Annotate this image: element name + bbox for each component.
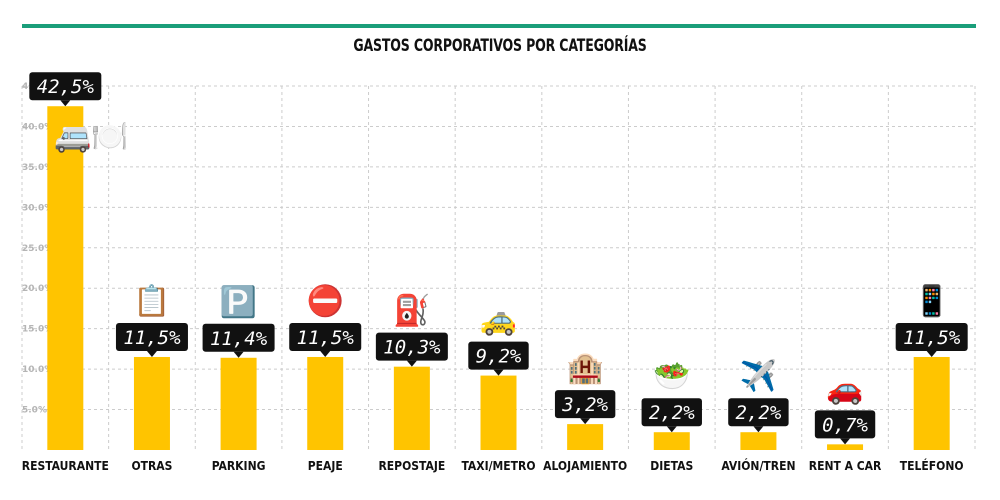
x-tick-label: RENT A CAR [809, 459, 882, 473]
salad-icon: 🥗 [653, 359, 690, 394]
data-label-text: 11,4% [210, 328, 268, 350]
data-label-box [895, 322, 968, 351]
data-label: 3,2% [554, 390, 616, 425]
car-icon: 🚗 [826, 371, 863, 406]
x-axis: RESTAURANTE OTRAS PARKING PEAJE REPOSTAJE TAX… [22, 458, 964, 473]
x-tick-label: OTRAS [131, 459, 172, 473]
data-label: 42,5% [29, 72, 102, 107]
data-label: 9,2% [468, 341, 529, 376]
bar-parking [220, 357, 257, 450]
data-label-pointer [60, 100, 71, 107]
clipboard-icon: 📋 [133, 283, 170, 319]
no-entry-icon: ⛔ [307, 283, 344, 319]
x-tick-label: DIETAS [650, 459, 693, 473]
y-tick-label: 40.0% [22, 122, 53, 132]
data-label-pointer [753, 426, 764, 433]
data-label: 2,2% [641, 398, 702, 433]
airplane-icon: ✈️ [740, 357, 777, 394]
bars-layer [47, 106, 950, 450]
mobile-phone-icon: 📱 [913, 283, 950, 319]
x-tick-label: AVIÓN/TREN [721, 458, 795, 473]
data-label-box [29, 72, 102, 101]
data-label: 11,5% [115, 322, 188, 357]
y-tick-label: 10.0% [22, 365, 53, 375]
data-label: 11,5% [895, 322, 968, 357]
data-label-pointer [406, 360, 417, 367]
x-tick-label: RESTAURANTE [22, 459, 109, 473]
data-label-box [289, 322, 362, 351]
bar-tel-fono [913, 356, 950, 450]
y-tick-label: 20.0% [22, 284, 53, 294]
data-label-pointer [146, 350, 157, 357]
bar-peaje [307, 356, 344, 450]
top-accent-rule [22, 24, 976, 28]
data-label-box [641, 398, 702, 427]
data-label-pointer [580, 418, 591, 425]
bar-restaurante [47, 106, 84, 450]
bar-rent-a-car [827, 444, 864, 450]
data-label-text: 2,2% [649, 402, 695, 424]
data-label-pointer [233, 351, 244, 358]
grid-layer [21, 85, 976, 450]
y-tick-label: 25.0% [22, 244, 53, 254]
data-label-text: 9,2% [476, 346, 522, 368]
fuel-pump-icon: ⛽ [393, 293, 430, 329]
data-label: 0,7% [814, 410, 876, 445]
data-label-text: 2,2% [736, 402, 782, 424]
x-tick-label: PEAJE [308, 459, 343, 473]
data-label-text: 3,2% [561, 394, 608, 416]
data-label-text: 10,3% [383, 337, 441, 359]
data-label-pointer [840, 438, 851, 445]
data-label-box [202, 323, 275, 352]
icons-layer: 🚐🍽️ 📋 🅿️ ⛔ ⛽ 🚕 🏨 🥗 ✈️ 🚗 📱 [54, 119, 950, 406]
data-label: 10,3% [375, 332, 448, 367]
y-tick-label: 30.0% [22, 203, 53, 213]
parking-icon: 🅿️ [220, 284, 257, 320]
taxi-icon: 🚕 [480, 303, 517, 338]
x-tick-label: TAXI/METRO [461, 459, 535, 473]
data-label-box [814, 410, 876, 439]
data-label-text: 0,7% [822, 414, 868, 436]
data-label-text: 42,5% [37, 76, 95, 98]
data-label-box [554, 390, 616, 419]
bar-avi-n-tren [740, 432, 777, 450]
y-tick-label: 35.0% [22, 163, 53, 173]
data-label-text: 11,5% [123, 327, 181, 349]
data-label-pointer [320, 350, 331, 357]
data-label: 2,2% [728, 398, 789, 433]
data-label: 11,4% [202, 323, 275, 358]
data-label-box [115, 322, 188, 351]
data-label-box [468, 341, 529, 370]
x-tick-label: TELÉFONO [900, 458, 964, 473]
car-restaurant-icon: 🚐🍽️ [54, 119, 129, 154]
data-labels-layer: 42,5% 11,5% 11,4% 11,5% 10,3% 9,2% 3,2% 2,2% 2,2… [29, 72, 968, 445]
bar-alojamiento [567, 424, 604, 450]
bar-otras [133, 356, 170, 450]
hotel-icon: 🏨 [566, 351, 603, 386]
bar-taxi-metro [480, 375, 517, 450]
x-tick-label: ALOJAMIENTO [543, 459, 627, 473]
chart-title: GASTOS CORPORATIVOS POR CATEGORÍAS [353, 36, 647, 56]
bar-repostaje [393, 366, 430, 450]
x-tick-label: PARKING [212, 459, 266, 473]
y-tick-label: 15.0% [22, 325, 53, 335]
bar-dietas [653, 432, 690, 450]
data-label-box [728, 398, 789, 427]
data-label-text: 11,5% [903, 327, 961, 349]
data-label-box [375, 332, 448, 361]
data-label-text: 11,5% [297, 327, 355, 349]
x-tick-label: REPOSTAJE [378, 459, 445, 473]
data-label-pointer [926, 350, 937, 357]
data-label: 11,5% [289, 322, 362, 357]
data-label-pointer [666, 426, 677, 433]
data-label-pointer [493, 369, 504, 376]
y-tick-label: 5.0% [22, 406, 47, 416]
